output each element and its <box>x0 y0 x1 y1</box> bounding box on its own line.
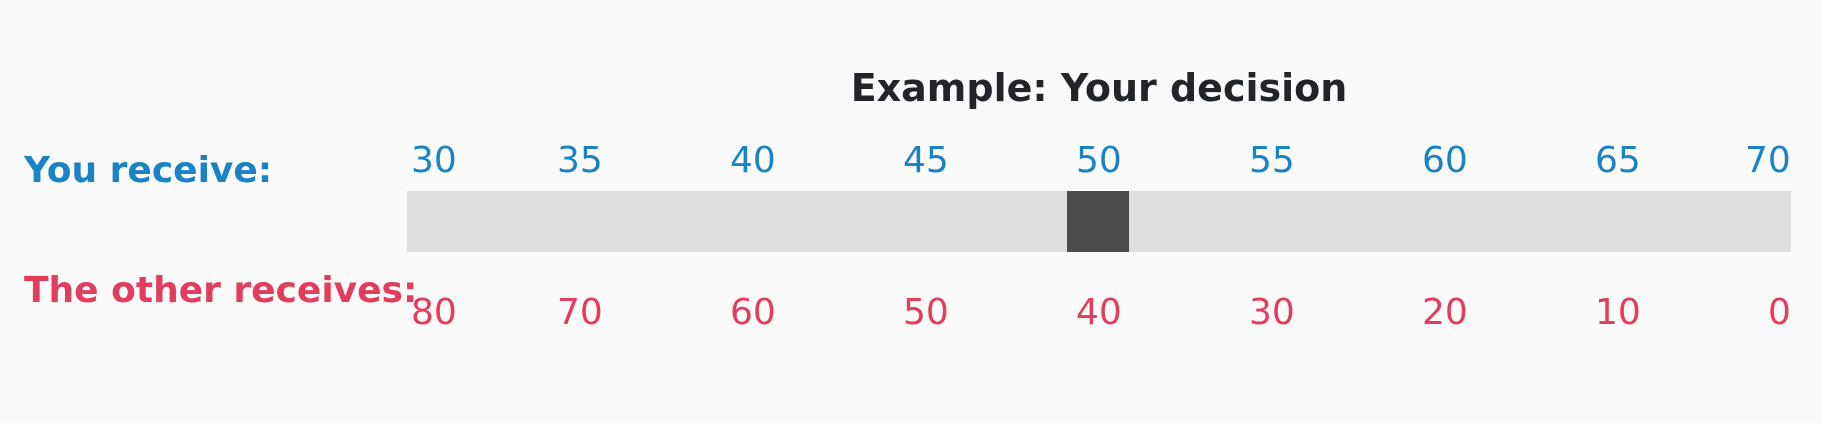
you-tick: 30 <box>411 140 457 181</box>
you-tick: 70 <box>1745 140 1791 181</box>
other-tick: 40 <box>1076 292 1122 333</box>
you-tick: 40 <box>730 140 776 181</box>
you-receive-label: You receive: <box>24 150 273 191</box>
other-tick: 20 <box>1422 292 1468 333</box>
you-tick: 55 <box>1249 140 1295 181</box>
page-title: Example: Your decision <box>850 66 1348 110</box>
slider-thumb[interactable] <box>1067 191 1129 252</box>
decision-slider[interactable] <box>407 191 1791 252</box>
you-tick: 60 <box>1422 140 1468 181</box>
you-tick: 50 <box>1076 140 1122 181</box>
you-tick: 35 <box>557 140 603 181</box>
other-tick: 30 <box>1249 292 1295 333</box>
other-tick: 60 <box>730 292 776 333</box>
you-receive-ticks: 30 35 40 45 50 55 60 65 70 <box>407 138 1791 184</box>
you-tick: 65 <box>1595 140 1641 181</box>
other-tick: 80 <box>411 292 457 333</box>
other-receives-ticks: 80 70 60 50 40 30 20 10 0 <box>407 290 1791 336</box>
other-tick: 50 <box>903 292 949 333</box>
other-tick: 0 <box>1768 292 1791 333</box>
other-tick: 70 <box>557 292 603 333</box>
other-receives-label: The other receives: <box>24 270 418 311</box>
you-tick: 45 <box>903 140 949 181</box>
other-tick: 10 <box>1595 292 1641 333</box>
